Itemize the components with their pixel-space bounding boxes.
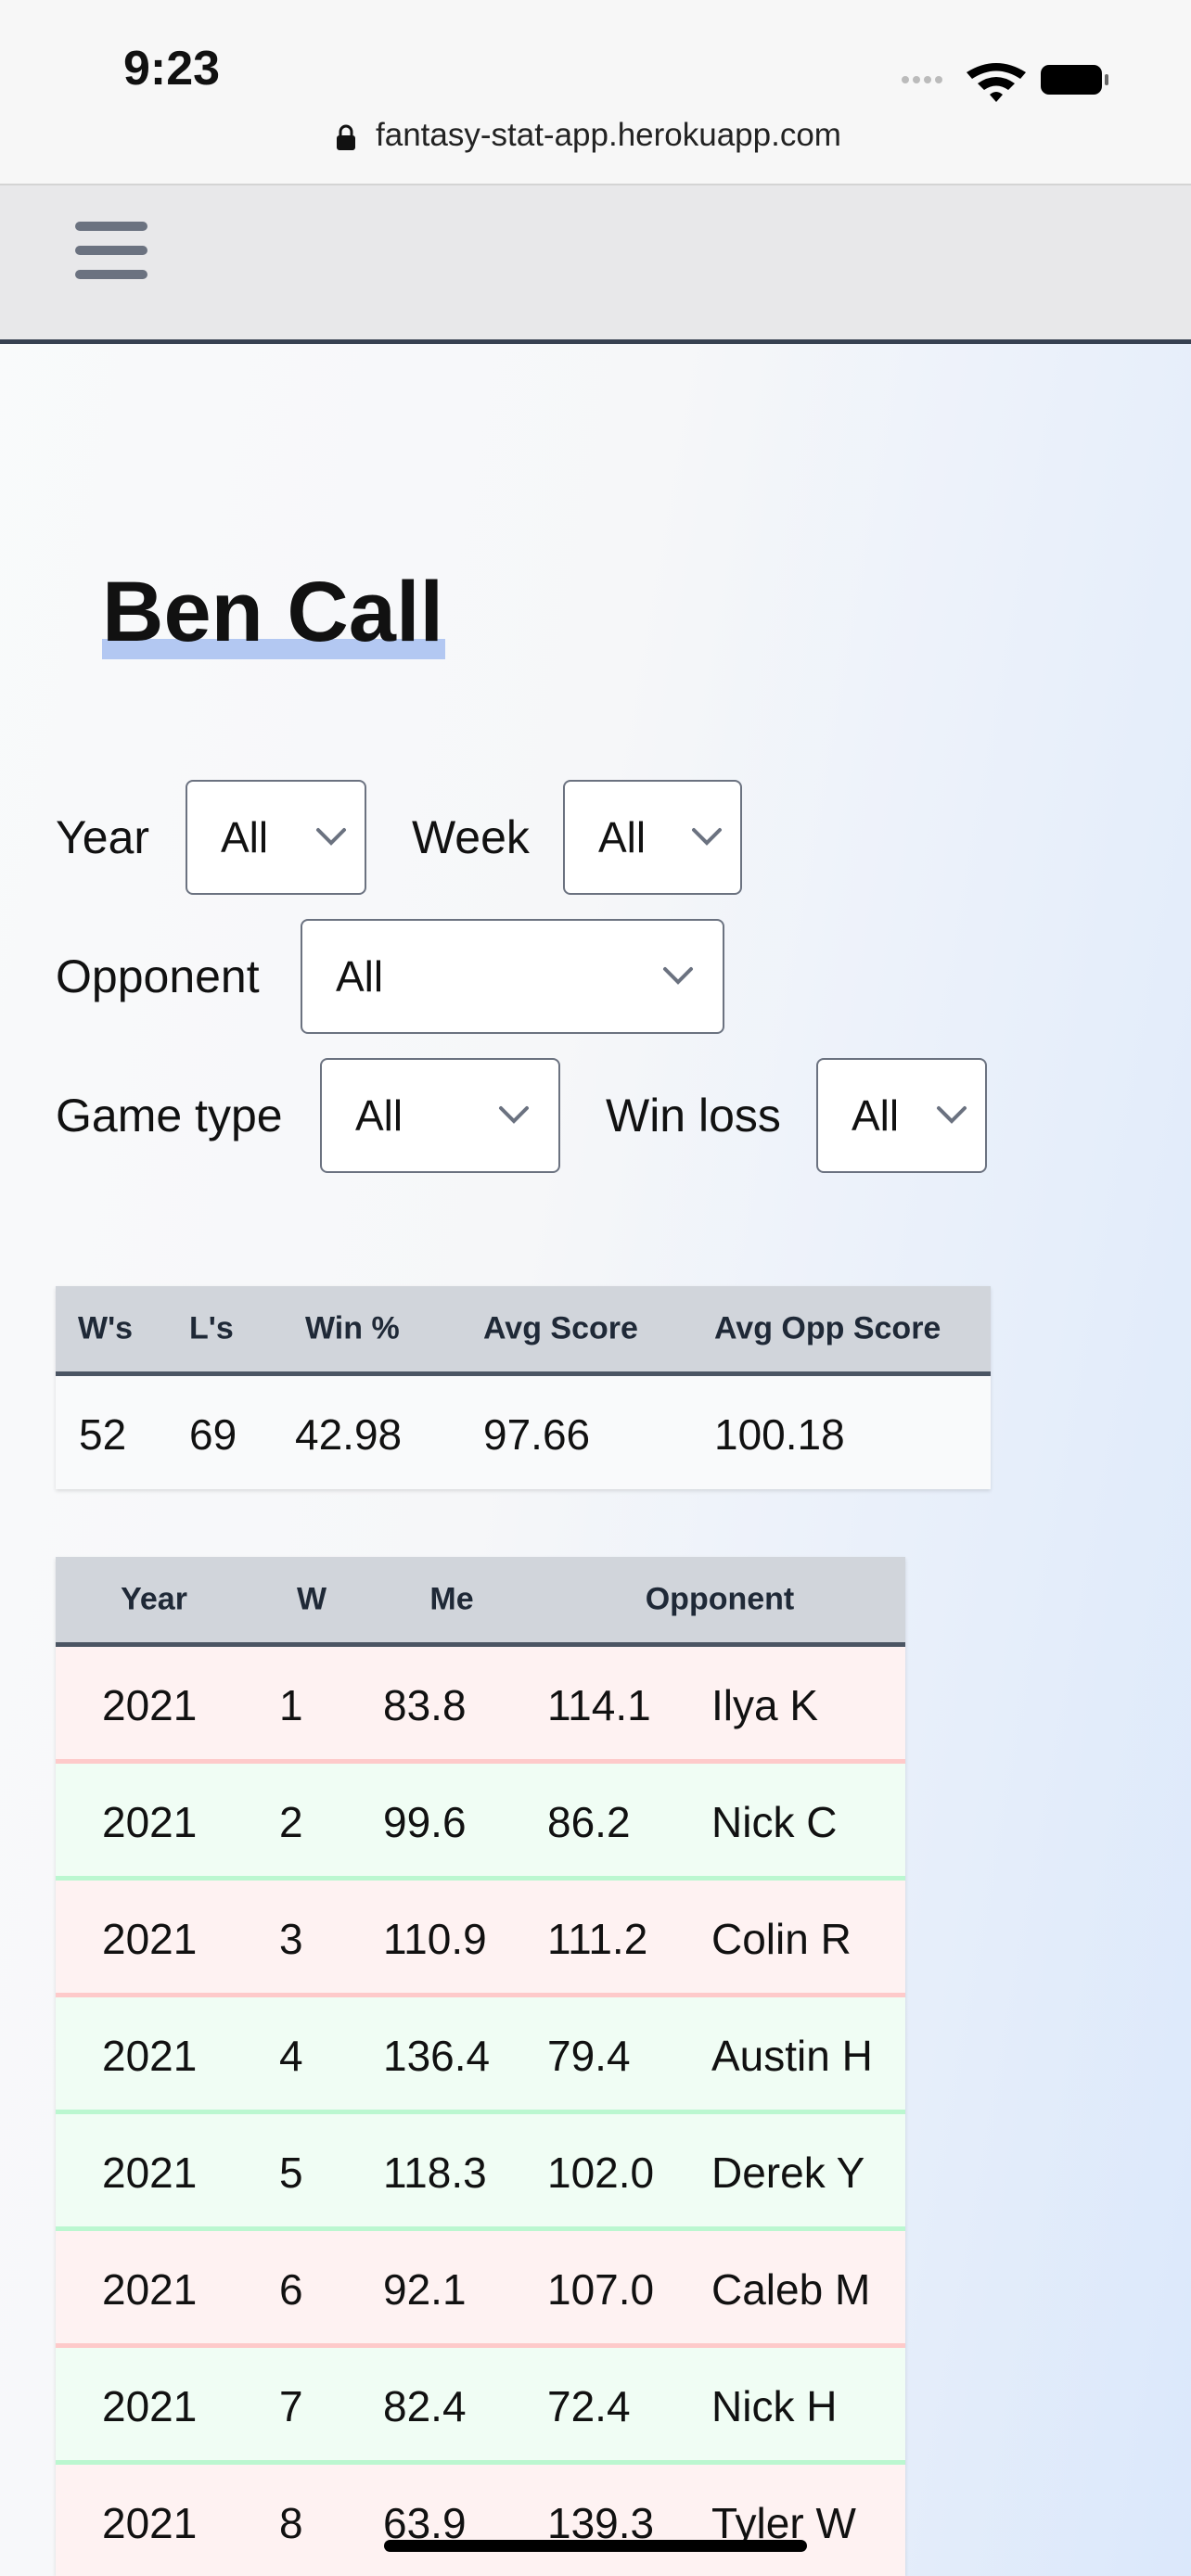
filter-label: Game type <box>56 1090 283 1141</box>
filter-select[interactable]: All <box>186 780 366 895</box>
column-header: W <box>296 1581 327 1617</box>
game-row <box>56 2114 905 2231</box>
status-icons <box>902 63 1108 102</box>
game-cell: 2021 <box>102 2499 198 2547</box>
select-value[interactable]: All <box>598 813 647 861</box>
game-cell: Derek Y <box>711 2149 865 2197</box>
game-cell: 107.0 <box>547 2265 655 2314</box>
column-header: Opponent <box>645 1581 795 1617</box>
game-row <box>56 2348 905 2465</box>
filter-select[interactable]: All <box>563 780 742 895</box>
clock: 9:23 <box>123 42 221 96</box>
game-cell: Ilya K <box>711 1681 819 1729</box>
column-header: Win % <box>305 1310 400 1346</box>
nav-bar <box>0 185 1191 344</box>
game-cell: 79.4 <box>547 2032 631 2080</box>
game-cell: 2021 <box>102 1915 198 1963</box>
game-cell: 86.2 <box>547 1798 631 1846</box>
column-header: Me <box>429 1581 474 1617</box>
game-cell: 114.1 <box>547 1681 651 1729</box>
filter-label: Win loss <box>606 1090 781 1141</box>
game-cell: Austin H <box>711 2032 873 2080</box>
game-cell: 7 <box>279 2382 303 2430</box>
game-cell: 6 <box>279 2265 303 2314</box>
chevron <box>316 828 346 846</box>
column-header: W's <box>78 1310 134 1346</box>
filter-label: Opponent <box>56 950 260 1002</box>
games-table: Year W Me Opponent 2021 1 83.8 114.1 Ilya K 2021 2… <box>56 1557 905 2576</box>
game-cell: 136.4 <box>383 2032 491 2080</box>
summary-cell: 69 <box>189 1410 237 1459</box>
column-header: Avg Score <box>483 1310 638 1346</box>
select-value[interactable]: All <box>221 813 269 861</box>
filter-label: Year <box>56 811 150 863</box>
game-cell: Caleb M <box>711 2265 871 2314</box>
column-header: L's <box>189 1310 234 1346</box>
game-row <box>56 1997 905 2114</box>
game-cell: 2021 <box>102 1798 198 1846</box>
game-cell: Nick C <box>711 1798 838 1846</box>
game-cell: 2021 <box>102 2382 198 2430</box>
game-cell: 2021 <box>102 2265 198 2314</box>
game-row <box>56 1881 905 1997</box>
game-row <box>56 1647 905 1764</box>
select-value[interactable]: All <box>852 1091 900 1140</box>
page-title: Ben Call <box>102 565 446 660</box>
url[interactable]: fantasy-stat-app.herokuapp.com <box>0 117 1191 154</box>
game-cell: 8 <box>279 2499 303 2547</box>
game-cell: 72.4 <box>547 2382 631 2430</box>
game-cell: 110.9 <box>383 1915 487 1963</box>
filter-select[interactable]: All <box>301 919 724 1034</box>
chevron <box>499 1106 529 1124</box>
game-cell: 2 <box>279 1798 303 1846</box>
game-cell: 111.2 <box>547 1915 648 1963</box>
menu-button[interactable] <box>75 220 147 281</box>
summary-cell: 52 <box>79 1410 127 1459</box>
game-cell: 2021 <box>102 2149 198 2197</box>
game-cell: 2021 <box>102 1681 198 1729</box>
game-cell: Colin R <box>711 1915 852 1963</box>
game-cell: 118.3 <box>383 2149 487 2197</box>
summary-cell: 97.66 <box>483 1410 591 1459</box>
game-cell: 4 <box>279 2032 303 2080</box>
game-cell: Tyler W <box>711 2499 856 2547</box>
game-cell: 92.1 <box>383 2265 467 2314</box>
chevron <box>937 1106 967 1124</box>
lock-icon <box>337 124 355 150</box>
summary-table: W's L's Win % Avg Score Avg Opp Score 52 69 42.… <box>56 1286 991 1489</box>
select-value[interactable]: All <box>336 952 384 1001</box>
game-cell: 63.9 <box>383 2499 467 2547</box>
select-value[interactable]: All <box>355 1091 403 1140</box>
home-indicator <box>384 2540 807 2552</box>
chevron <box>692 828 722 846</box>
game-row <box>56 2231 905 2348</box>
filter-select[interactable]: All <box>320 1058 560 1173</box>
game-cell: 5 <box>279 2149 303 2197</box>
game-cell: 2021 <box>102 2032 198 2080</box>
game-cell: Nick H <box>711 2382 838 2430</box>
game-cell: 3 <box>279 1915 303 1963</box>
game-cell: 83.8 <box>383 1681 467 1729</box>
game-cell: 139.3 <box>547 2499 655 2547</box>
game-cell: 102.0 <box>547 2149 655 2197</box>
game-cell: 82.4 <box>383 2382 467 2430</box>
game-cell: 1 <box>279 1681 303 1729</box>
table-header <box>56 1286 991 1376</box>
summary-cell: 42.98 <box>295 1410 403 1459</box>
column-header: Avg Opp Score <box>714 1310 941 1346</box>
url-text[interactable]: fantasy-stat-app.herokuapp.com <box>376 117 841 153</box>
game-row <box>56 1764 905 1881</box>
game-cell: 99.6 <box>383 1798 467 1846</box>
chevron <box>663 967 693 985</box>
summary-cell: 100.18 <box>714 1410 845 1459</box>
game-row <box>56 2465 905 2576</box>
filter-select[interactable]: All <box>816 1058 987 1173</box>
filter-label: Week <box>412 811 530 863</box>
column-header: Year <box>121 1581 187 1617</box>
table-header <box>56 1557 905 1647</box>
